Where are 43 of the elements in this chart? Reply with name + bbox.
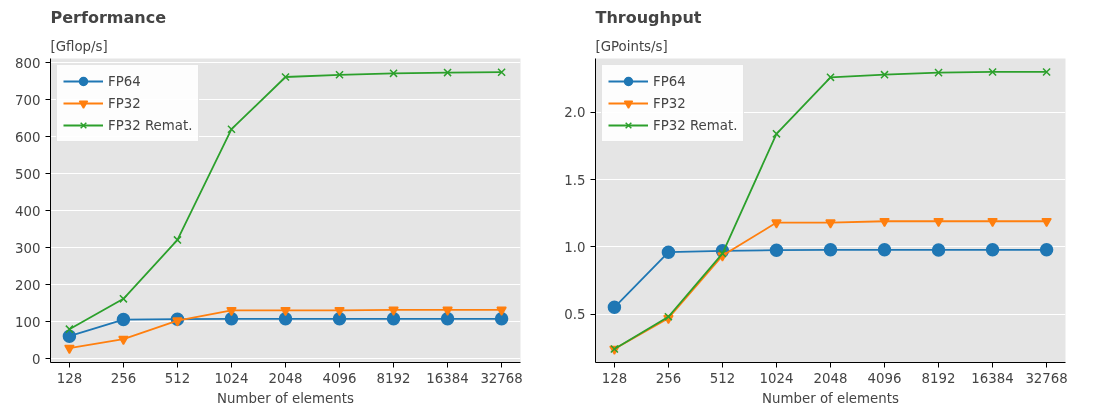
- y-tick-label: 0.5: [564, 307, 586, 323]
- legend-label: FP32 Remat.: [108, 117, 193, 133]
- y-tick-label: 600: [15, 129, 41, 145]
- legend-label: FP64: [108, 73, 141, 89]
- legend-label: FP32: [653, 95, 686, 111]
- legend-label: FP32 Remat.: [653, 117, 738, 133]
- x-tick-label: 512: [164, 370, 191, 386]
- y-axis-title: [GPoints/s]: [595, 38, 668, 54]
- x-tick-label: 16384: [971, 370, 1014, 386]
- y-tick-label: 300: [15, 240, 41, 256]
- y-tick-label: 700: [15, 92, 41, 108]
- x-tick-label: 128: [56, 370, 83, 386]
- x-tick-label: 2048: [268, 370, 303, 386]
- y-tick-label: 400: [15, 203, 41, 219]
- y-tick-label: 2.0: [564, 105, 586, 121]
- x-tick-label: 128: [601, 370, 628, 386]
- x-tick-label: 256: [110, 370, 137, 386]
- legend-label: FP64: [653, 73, 686, 89]
- legend-label: FP32: [108, 95, 141, 111]
- x-tick-label: 16384: [426, 370, 469, 386]
- x-tick-label: 1024: [214, 370, 249, 386]
- x-tick-label: 512: [709, 370, 736, 386]
- chart-title: Performance: [50, 7, 167, 27]
- y-tick-label: 200: [15, 277, 41, 293]
- x-axis-title: Number of elements: [217, 390, 354, 406]
- y-tick-label: 0: [32, 351, 41, 367]
- y-tick-label: 800: [15, 55, 41, 71]
- x-tick-label: 32768: [1025, 370, 1068, 386]
- x-tick-label: 4096: [867, 370, 902, 386]
- x-tick-label: 2048: [813, 370, 848, 386]
- y-tick-label: 100: [15, 314, 41, 330]
- x-axis-title: Number of elements: [762, 390, 899, 406]
- x-tick-label: 32768: [480, 370, 523, 386]
- y-tick-label: 1.0: [564, 239, 586, 255]
- x-tick-label: 8192: [921, 370, 956, 386]
- y-tick-label: 1.5: [564, 172, 586, 188]
- x-tick-label: 8192: [376, 370, 411, 386]
- x-tick-label: 1024: [759, 370, 794, 386]
- y-tick-label: 500: [15, 166, 41, 182]
- chart-title: Throughput: [595, 7, 702, 27]
- x-tick-label: 256: [655, 370, 682, 386]
- x-tick-label: 4096: [322, 370, 357, 386]
- y-axis-title: [Gflop/s]: [50, 38, 108, 54]
